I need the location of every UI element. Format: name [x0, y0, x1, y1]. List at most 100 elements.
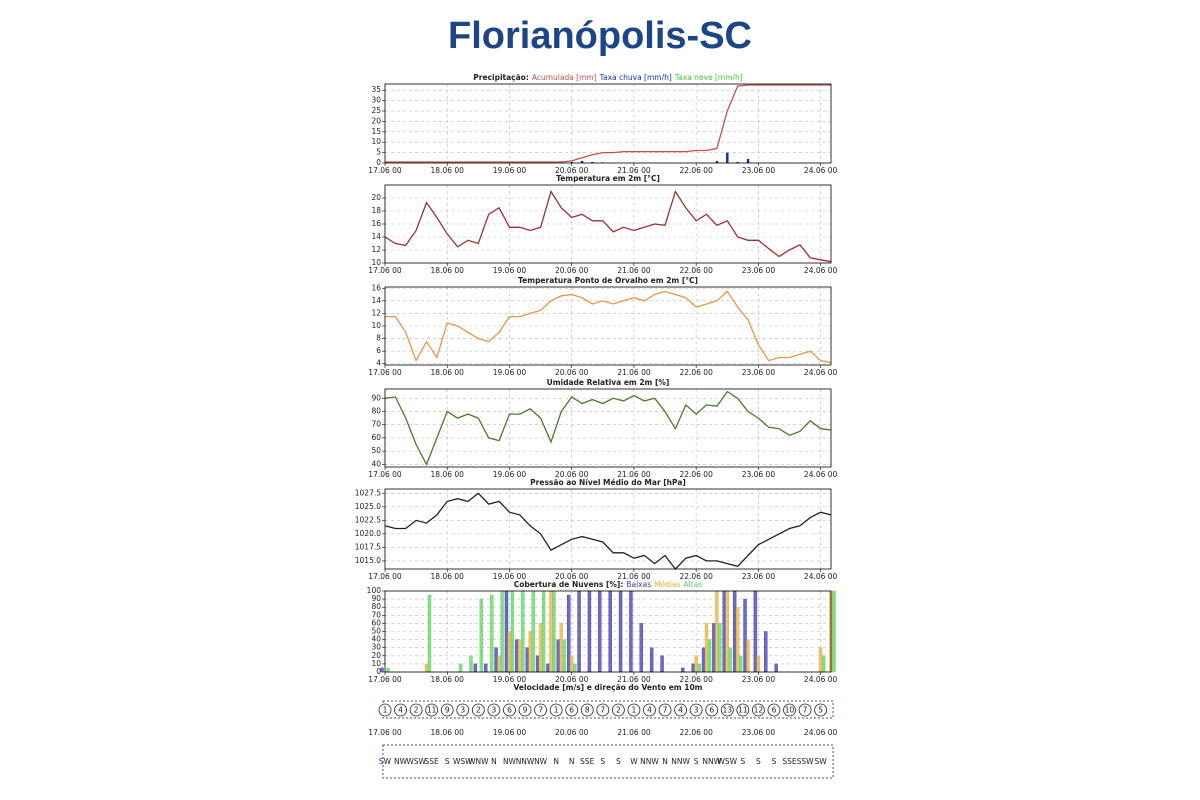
bar — [525, 647, 529, 673]
x-tick-label: 17.06 00 — [368, 166, 402, 175]
panel-title: Umidade Relativa em 2m [%] — [547, 378, 670, 387]
bar — [660, 655, 664, 673]
y-tick-label: 25 — [371, 106, 381, 115]
bar — [562, 639, 567, 673]
wind-speed — [798, 703, 812, 717]
wind-speed — [549, 703, 563, 717]
wind-speed-label: 6 — [569, 706, 574, 715]
wind-direction-label: SW — [815, 757, 828, 766]
x-tick-label: 17.06 00 — [368, 266, 402, 275]
wind-speed-label: 1 — [383, 706, 388, 715]
bar — [832, 590, 836, 673]
wind-speed-label: 2 — [476, 706, 481, 715]
x-tick-label: 23.06 00 — [742, 572, 776, 581]
wind-direction-label: NNW — [516, 757, 535, 766]
y-tick-label: 90 — [371, 393, 381, 402]
x-tick-label: 17.06 00 — [368, 368, 402, 377]
bar — [649, 647, 654, 673]
y-tick-label: 30 — [371, 96, 381, 105]
y-tick-label: 80 — [371, 406, 381, 415]
wind-speed-label: 6 — [772, 706, 777, 715]
panel-title-text: Temperatura em 2m [°C] — [556, 174, 660, 183]
bar — [500, 590, 504, 673]
wind-direction-label: NW — [534, 757, 548, 766]
bar — [756, 655, 761, 673]
x-tick-label: 17.06 00 — [368, 470, 402, 479]
bar — [715, 160, 719, 163]
panel-title: Pressão ao Nível Médio do Mar [hPa] — [530, 478, 686, 487]
wind-speed — [783, 703, 796, 717]
wind-direction-label: S — [694, 757, 699, 766]
wind-direction-box — [382, 744, 834, 779]
x-tick-label: 22.06 00 — [679, 368, 713, 377]
wind-speed — [736, 703, 750, 717]
plot-area — [385, 389, 831, 467]
y-tick-label: 20 — [371, 116, 381, 125]
bar — [528, 631, 532, 673]
wind-direction-label: NNW — [702, 757, 721, 766]
bar — [570, 161, 573, 163]
y-tick-label: 12 — [371, 245, 381, 254]
x-tick-label: 17.06 00 — [368, 728, 402, 737]
bar — [608, 590, 612, 673]
y-tick-label: 35 — [371, 85, 381, 94]
x-tick-label: 22.06 00 — [679, 728, 713, 737]
x-tick-label: 20.06 00 — [555, 470, 589, 479]
bar — [507, 631, 512, 673]
panel-title-text: Temperatura Ponto de Orvalho em 2m [°C] — [518, 276, 698, 285]
x-tick-label: 21.06 00 — [617, 728, 651, 737]
wind-speed-label: 2 — [414, 706, 419, 715]
wind-speed-label: 7 — [538, 706, 543, 715]
bar — [515, 639, 519, 673]
panel-title-text: Pressão ao Nível Médio do Mar [hPa] — [530, 478, 686, 487]
y-tick-label: 14 — [371, 232, 381, 241]
x-tick-label: 20.06 00 — [555, 728, 589, 737]
x-tick-label: 21.06 00 — [617, 166, 651, 175]
wind-speed-label: 13 — [723, 706, 733, 715]
bar — [552, 590, 556, 673]
bar — [546, 663, 550, 673]
legend-entry: Baixas — [626, 580, 651, 589]
bar — [746, 158, 750, 163]
y-tick-label: 5 — [376, 148, 381, 157]
bar — [380, 667, 384, 673]
y-tick-label: 20 — [371, 193, 381, 202]
wind-speed-label: 3 — [460, 706, 465, 715]
y-tick-label: 1017.5 — [355, 542, 381, 551]
wind-direction-label: S — [740, 757, 745, 766]
x-tick-label: 18.06 00 — [431, 675, 465, 684]
x-tick-label: 21.06 00 — [617, 470, 651, 479]
bar — [718, 623, 722, 673]
x-tick-label: 19.06 00 — [493, 166, 527, 175]
plot-frame — [384, 184, 832, 264]
wind-speed — [503, 703, 516, 717]
bar — [818, 647, 823, 673]
wind-direction-label: SSE — [782, 757, 797, 766]
wind-speed — [378, 703, 392, 717]
bar — [538, 623, 543, 673]
wind-speed — [394, 703, 407, 717]
bar — [469, 655, 473, 673]
bar — [424, 663, 429, 673]
bar — [580, 160, 584, 163]
page-title: Florianópolis-SC — [448, 15, 752, 57]
wind-speed — [814, 703, 828, 717]
bar — [497, 655, 501, 673]
y-tick-label: 40 — [371, 635, 381, 644]
x-tick-label: 20.06 00 — [555, 166, 589, 175]
bar — [427, 594, 432, 673]
x-tick-label: 17.06 00 — [368, 572, 402, 581]
wind-speed — [425, 703, 439, 717]
wind-direction-label: WSW — [406, 757, 426, 766]
x-tick-label: 21.06 00 — [617, 572, 651, 581]
y-tick-label: 16 — [371, 283, 381, 292]
x-tick-label: 22.06 00 — [679, 470, 713, 479]
bar — [484, 663, 488, 673]
bar — [510, 590, 515, 673]
y-tick-label: 4 — [376, 359, 381, 368]
wind-speed-label: 1 — [554, 706, 559, 715]
wind-speed — [627, 703, 641, 717]
y-tick-label: 30 — [371, 643, 381, 652]
wind-speed — [534, 703, 547, 717]
y-tick-label: 60 — [371, 433, 381, 442]
